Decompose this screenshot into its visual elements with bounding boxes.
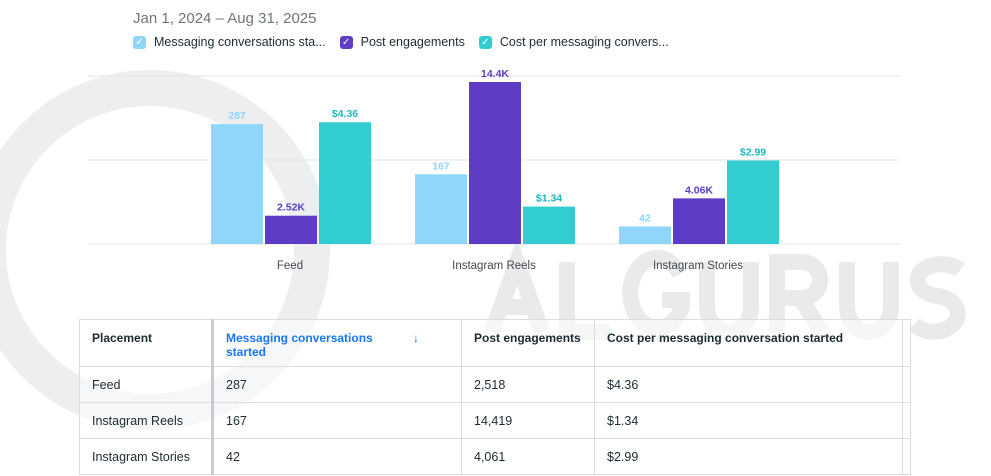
- data-label: 42: [639, 212, 651, 224]
- data-label: $2.99: [740, 146, 766, 158]
- table-cell: $1.34: [594, 402, 903, 439]
- table-cell: 2,518: [461, 366, 595, 403]
- bar[interactable]: [211, 124, 263, 244]
- date-range: Jan 1, 2024 – Aug 31, 2025: [133, 10, 317, 27]
- data-label: 14.4K: [481, 68, 509, 80]
- bar[interactable]: [673, 198, 725, 244]
- legend-item-messaging[interactable]: ✓ Messaging conversations sta...: [133, 35, 326, 49]
- bar-chart: 287 2.52K $4.36 Feed 167 14.4K $1.34 Instagram …: [88, 68, 900, 272]
- table-cell: 287: [212, 366, 462, 403]
- bar[interactable]: [619, 226, 671, 244]
- col-messaging[interactable]: ↓ Messaging conversations started: [212, 319, 462, 367]
- data-label: $4.36: [332, 108, 358, 120]
- data-label: $1.34: [536, 193, 562, 205]
- col-cost[interactable]: Cost per messaging conversation started: [594, 319, 903, 367]
- table-cell: 14,419: [461, 402, 595, 439]
- bar[interactable]: [469, 82, 521, 244]
- legend-item-cost[interactable]: ✓ Cost per messaging convers...: [478, 35, 669, 49]
- table-cell: $2.99: [594, 438, 903, 475]
- watermark-letter: [908, 256, 966, 340]
- data-label: 287: [228, 110, 246, 122]
- bar[interactable]: [523, 206, 575, 244]
- col-post-engagements[interactable]: Post engagements: [461, 319, 595, 367]
- x-tick-label: Instagram Reels: [452, 260, 536, 272]
- table-cell: Instagram Reels: [79, 402, 214, 439]
- table-cell: $4.36: [594, 366, 903, 403]
- legend-item-post-engagements[interactable]: ✓ Post engagements: [339, 35, 465, 49]
- table-cell: Instagram Stories: [79, 438, 214, 475]
- table-row: Instagram Stories 42 4,061 $2.99: [79, 438, 911, 475]
- data-label: 167: [432, 160, 450, 172]
- x-tick-label: Instagram Stories: [653, 260, 743, 272]
- bar[interactable]: [265, 215, 317, 244]
- table-header-row: Placement ↓ Messaging conversations start…: [79, 319, 911, 367]
- table-row: Feed 287 2,518 $4.36: [79, 366, 911, 403]
- x-tick-label: Feed: [277, 260, 303, 272]
- watermark-letter: [484, 238, 550, 335]
- checkbox-icon[interactable]: ✓: [339, 35, 353, 49]
- checkbox-icon[interactable]: ✓: [478, 35, 492, 49]
- checkbox-icon[interactable]: ✓: [133, 35, 146, 49]
- sort-down-icon[interactable]: ↓: [413, 331, 419, 345]
- table-cell: Feed: [79, 366, 214, 403]
- data-label: 4.06K: [685, 184, 713, 196]
- col-placement[interactable]: Placement: [79, 319, 214, 367]
- legend: ✓ Messaging conversations sta... ✓ Post en…: [133, 35, 669, 49]
- table-row: Instagram Reels 167 14,419 $1.34: [79, 402, 911, 439]
- data-table: Placement ↓ Messaging conversations start…: [79, 319, 911, 475]
- bar[interactable]: [319, 122, 371, 244]
- table-cell: 4,061: [461, 438, 595, 475]
- bar[interactable]: [415, 174, 467, 244]
- table-cell: 42: [212, 438, 462, 475]
- bar[interactable]: [727, 160, 779, 244]
- table-cell: 167: [212, 402, 462, 439]
- data-label: 2.52K: [277, 202, 305, 214]
